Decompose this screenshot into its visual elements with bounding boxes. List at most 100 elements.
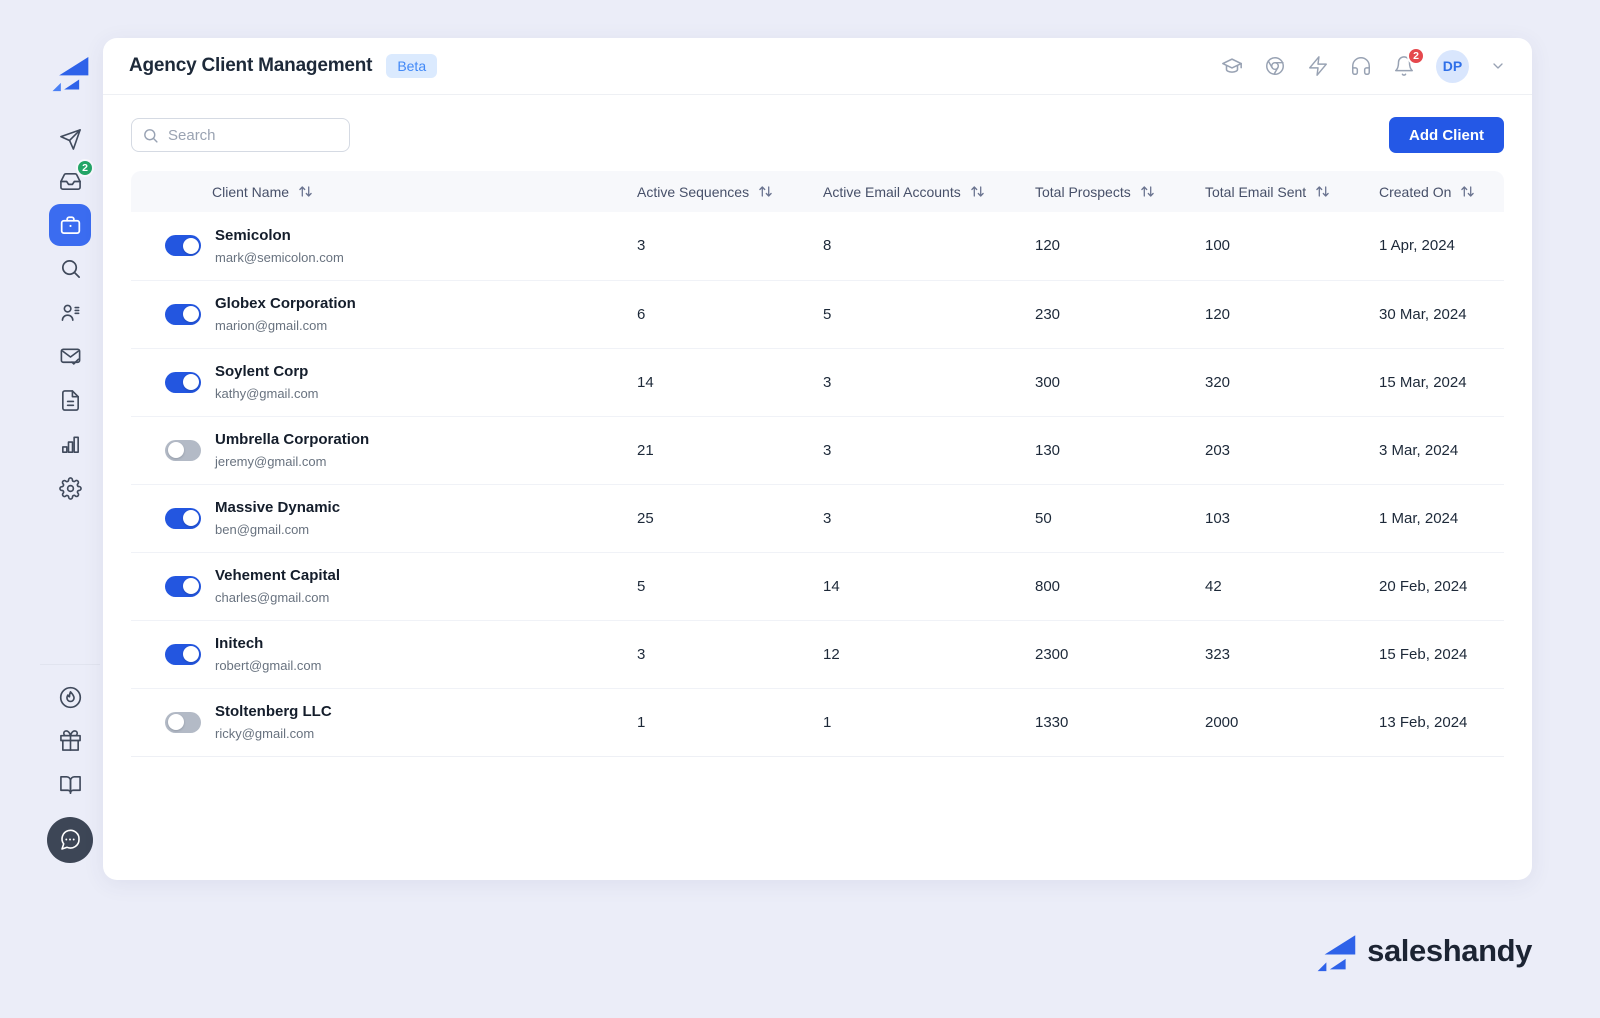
quick-actions-icon[interactable]	[1307, 55, 1329, 77]
toggle-knob	[168, 714, 184, 730]
search-input[interactable]	[131, 118, 350, 152]
sidebar-item-templates[interactable]	[56, 386, 84, 414]
sidebar: 2	[40, 0, 100, 1018]
support-icon[interactable]	[1350, 55, 1372, 77]
client-email: jeremy@gmail.com	[215, 453, 369, 470]
total-email-sent-value: 320	[1195, 348, 1367, 416]
briefcase-icon	[59, 214, 82, 237]
active-sequences-value: 21	[627, 416, 813, 484]
table-row[interactable]: Semicolon mark@semicolon.com 3 8 120 100…	[131, 212, 1504, 280]
total-prospects-value: 300	[1025, 348, 1195, 416]
toggle-knob	[183, 646, 199, 662]
table-row[interactable]: Soylent Corp kathy@gmail.com 14 3 300 32…	[131, 348, 1504, 416]
col-total-prospects[interactable]: Total Prospects	[1025, 171, 1195, 212]
saleshandy-logo-icon	[50, 52, 90, 92]
gift-icon	[59, 729, 82, 752]
academy-icon[interactable]	[1221, 55, 1243, 77]
client-toggle[interactable]	[165, 304, 201, 325]
toggle-knob	[183, 510, 199, 526]
notifications-button[interactable]: 2	[1393, 55, 1415, 77]
total-prospects-value: 230	[1025, 280, 1195, 348]
notification-badge: 2	[1407, 47, 1425, 65]
sidebar-item-sequences[interactable]	[56, 125, 84, 153]
extension-icon[interactable]	[1264, 55, 1286, 77]
total-email-sent-value: 42	[1195, 552, 1367, 620]
client-toggle[interactable]	[165, 440, 201, 461]
col-client-name[interactable]: Client Name	[131, 171, 627, 212]
col-active-email-accounts[interactable]: Active Email Accounts	[813, 171, 1025, 212]
sidebar-divider	[40, 664, 100, 665]
col-active-sequences[interactable]: Active Sequences	[627, 171, 813, 212]
sidebar-item-whats-new[interactable]	[56, 683, 84, 711]
sidebar-item-rewards[interactable]	[56, 726, 84, 754]
client-email: marion@gmail.com	[215, 317, 356, 334]
active-email-accounts-value: 3	[813, 348, 1025, 416]
col-created-on[interactable]: Created On	[1367, 171, 1504, 212]
active-email-accounts-value: 12	[813, 620, 1025, 688]
active-sequences-value: 1	[627, 688, 813, 756]
client-toggle[interactable]	[165, 508, 201, 529]
table-header-row: Client Name Active Sequences Active Emai…	[131, 171, 1504, 212]
total-email-sent-value: 103	[1195, 484, 1367, 552]
sort-icon	[298, 185, 313, 198]
beta-badge: Beta	[386, 54, 437, 78]
client-name: Semicolon	[215, 226, 344, 246]
client-email: kathy@gmail.com	[215, 385, 319, 402]
active-email-accounts-value: 8	[813, 212, 1025, 280]
client-toggle[interactable]	[165, 576, 201, 597]
client-toggle[interactable]	[165, 712, 201, 733]
table-row[interactable]: Stoltenberg LLC ricky@gmail.com 1 1 1330…	[131, 688, 1504, 756]
table-row[interactable]: Umbrella Corporation jeremy@gmail.com 21…	[131, 416, 1504, 484]
send-icon	[59, 128, 82, 151]
user-list-icon	[59, 301, 82, 324]
client-toggle[interactable]	[165, 372, 201, 393]
active-email-accounts-value: 3	[813, 484, 1025, 552]
client-email: ricky@gmail.com	[215, 725, 332, 742]
chevron-down-icon[interactable]	[1490, 58, 1506, 74]
toggle-knob	[183, 578, 199, 594]
sidebar-item-email-verification[interactable]	[56, 342, 84, 370]
flame-circle-icon	[58, 685, 83, 710]
client-toggle[interactable]	[165, 235, 201, 256]
client-name: Soylent Corp	[215, 362, 319, 382]
created-on-value: 15 Mar, 2024	[1367, 348, 1504, 416]
mail-check-icon	[59, 345, 82, 368]
created-on-value: 20 Feb, 2024	[1367, 552, 1504, 620]
main-card: Agency Client Management Beta 2 DP Add C…	[103, 38, 1532, 880]
client-table: Client Name Active Sequences Active Emai…	[131, 171, 1504, 757]
table-row[interactable]: Initech robert@gmail.com 3 12 2300 323 1…	[131, 620, 1504, 688]
sidebar-item-prospects[interactable]	[56, 298, 84, 326]
avatar[interactable]: DP	[1436, 50, 1469, 83]
table-row[interactable]: Globex Corporation marion@gmail.com 6 5 …	[131, 280, 1504, 348]
sidebar-item-inbox[interactable]: 2	[56, 167, 84, 195]
total-email-sent-value: 120	[1195, 280, 1367, 348]
active-email-accounts-value: 1	[813, 688, 1025, 756]
sidebar-item-settings[interactable]	[56, 474, 84, 502]
client-name: Umbrella Corporation	[215, 430, 369, 450]
sidebar-item-docs[interactable]	[56, 770, 84, 798]
table-row[interactable]: Vehement Capital charles@gmail.com 5 14 …	[131, 552, 1504, 620]
created-on-value: 1 Mar, 2024	[1367, 484, 1504, 552]
search-icon	[59, 257, 82, 280]
client-name: Vehement Capital	[215, 566, 340, 586]
sort-icon	[1315, 185, 1330, 198]
add-client-button[interactable]: Add Client	[1389, 117, 1504, 153]
table-row[interactable]: Massive Dynamic ben@gmail.com 25 3 50 10…	[131, 484, 1504, 552]
total-prospects-value: 2300	[1025, 620, 1195, 688]
active-email-accounts-value: 14	[813, 552, 1025, 620]
sidebar-item-analytics[interactable]	[56, 430, 84, 458]
client-email: ben@gmail.com	[215, 521, 340, 538]
total-email-sent-value: 203	[1195, 416, 1367, 484]
sidebar-item-search[interactable]	[56, 254, 84, 282]
col-total-email-sent[interactable]: Total Email Sent	[1195, 171, 1367, 212]
brand-wordmark: saleshandy	[1367, 933, 1532, 969]
sort-icon	[970, 185, 985, 198]
client-toggle[interactable]	[165, 644, 201, 665]
sidebar-item-clients-active[interactable]	[49, 204, 91, 246]
support-chat-button[interactable]	[47, 817, 93, 863]
client-name: Stoltenberg LLC	[215, 702, 332, 722]
created-on-value: 15 Feb, 2024	[1367, 620, 1504, 688]
active-sequences-value: 25	[627, 484, 813, 552]
total-prospects-value: 1330	[1025, 688, 1195, 756]
toggle-knob	[183, 306, 199, 322]
